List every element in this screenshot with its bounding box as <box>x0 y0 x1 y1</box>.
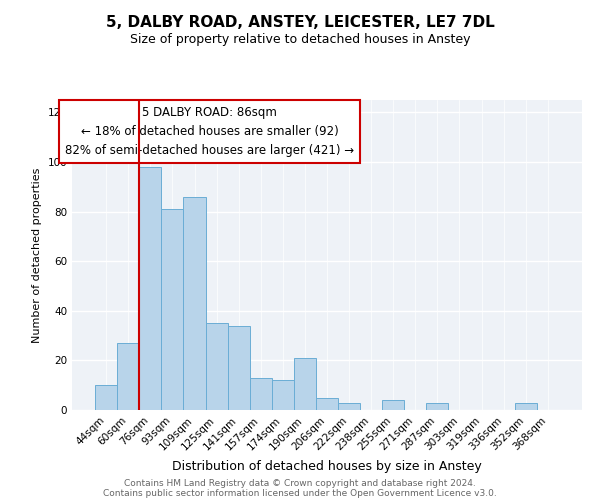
Text: Contains public sector information licensed under the Open Government Licence v3: Contains public sector information licen… <box>103 488 497 498</box>
X-axis label: Distribution of detached houses by size in Anstey: Distribution of detached houses by size … <box>172 460 482 473</box>
Bar <box>161 209 184 410</box>
Bar <box>294 358 316 410</box>
Bar <box>117 343 139 410</box>
Bar <box>316 398 338 410</box>
Bar <box>227 326 250 410</box>
Text: 5 DALBY ROAD: 86sqm
← 18% of detached houses are smaller (92)
82% of semi-detach: 5 DALBY ROAD: 86sqm ← 18% of detached ho… <box>65 106 354 157</box>
Bar <box>95 385 117 410</box>
Y-axis label: Number of detached properties: Number of detached properties <box>32 168 42 342</box>
Bar <box>139 167 161 410</box>
Bar <box>250 378 272 410</box>
Bar <box>515 402 537 410</box>
Bar <box>206 323 227 410</box>
Text: 5, DALBY ROAD, ANSTEY, LEICESTER, LE7 7DL: 5, DALBY ROAD, ANSTEY, LEICESTER, LE7 7D… <box>106 15 494 30</box>
Bar <box>338 402 360 410</box>
Bar <box>427 402 448 410</box>
Bar <box>184 196 206 410</box>
Bar <box>272 380 294 410</box>
Bar <box>382 400 404 410</box>
Text: Size of property relative to detached houses in Anstey: Size of property relative to detached ho… <box>130 32 470 46</box>
Text: Contains HM Land Registry data © Crown copyright and database right 2024.: Contains HM Land Registry data © Crown c… <box>124 478 476 488</box>
